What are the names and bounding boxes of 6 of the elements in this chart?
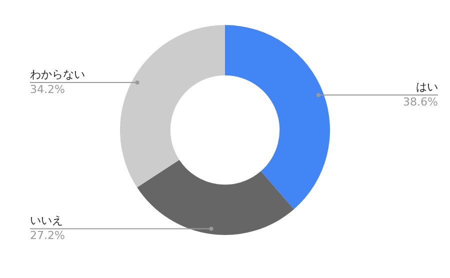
data-label: 34.2% bbox=[30, 82, 65, 96]
slice-label: はい bbox=[416, 80, 438, 94]
data-label: 38.6% bbox=[403, 95, 438, 108]
slice-label: わからない bbox=[30, 68, 85, 81]
data-label: 27.2% bbox=[30, 229, 65, 242]
slice-label: いいえ bbox=[30, 214, 63, 228]
